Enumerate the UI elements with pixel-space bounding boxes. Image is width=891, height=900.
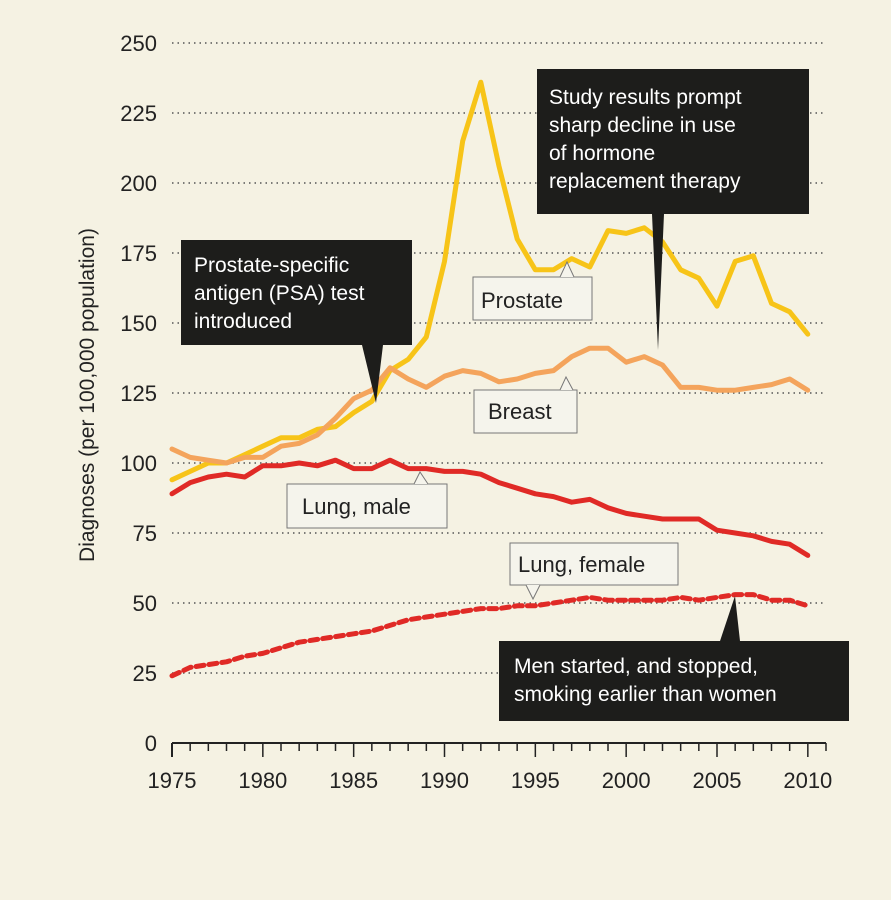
y-tick-labels: 0 25 50 75 100 125 150 175 200 225 250 [120, 31, 157, 756]
y-tick-25: 25 [133, 661, 157, 686]
y-tick-0: 0 [145, 731, 157, 756]
label-breast: Breast [473, 375, 578, 434]
callout-psa-line-3: introduced [194, 310, 292, 333]
y-tick-125: 125 [120, 381, 157, 406]
series-line-lung-female [169, 592, 811, 679]
x-tick-1980: 1980 [238, 768, 287, 793]
callout-smoking-line-1: Men started, and stopped, [514, 655, 758, 678]
y-tick-150: 150 [120, 311, 157, 336]
label-breast-text: Breast [488, 399, 552, 424]
y-tick-225: 225 [120, 101, 157, 126]
callout-hrt-line-1: Study results prompt [549, 86, 742, 109]
y-tick-50: 50 [133, 591, 157, 616]
label-lung-female-text: Lung, female [518, 552, 645, 577]
x-tick-1995: 1995 [511, 768, 560, 793]
y-tick-200: 200 [120, 171, 157, 196]
label-lung-female: Lung, female [509, 542, 679, 601]
label-prostate: Prostate [472, 260, 593, 321]
callout-psa-line-1: Prostate-specific [194, 254, 349, 277]
label-lung-male-text: Lung, male [302, 494, 411, 519]
callout-psa-line-2: antigen (PSA) test [194, 282, 365, 305]
series-line-prostate [169, 79, 811, 483]
x-axis: 1975 1980 1985 1990 1995 2000 2005 2010 [148, 742, 832, 793]
label-prostate-text: Prostate [481, 288, 563, 313]
callout-psa: Prostate-specific antigen (PSA) test int… [181, 240, 412, 403]
x-tick-2005: 2005 [693, 768, 742, 793]
x-tick-1975: 1975 [148, 768, 197, 793]
callout-hrt: Study results prompt sharp decline in us… [537, 69, 809, 350]
x-tick-2010: 2010 [783, 768, 832, 793]
y-tick-175: 175 [120, 241, 157, 266]
callout-hrt-line-4: replacement therapy [549, 170, 741, 193]
callout-smoking-line-2: smoking earlier than women [514, 683, 777, 706]
y-axis-label: Diagnoses (per 100,000 population) [76, 228, 99, 562]
callout-smoking: Men started, and stopped, smoking earlie… [499, 596, 849, 721]
y-tick-100: 100 [120, 451, 157, 476]
callout-hrt-line-3: of hormone [549, 142, 655, 165]
series-lines [169, 79, 811, 679]
y-tick-250: 250 [120, 31, 157, 56]
x-tick-1985: 1985 [329, 768, 378, 793]
label-lung-male: Lung, male [286, 471, 448, 529]
y-tick-75: 75 [133, 521, 157, 546]
series-line-lung-male [169, 457, 811, 558]
callout-hrt-line-2: sharp decline in use [549, 114, 736, 137]
series-line-breast [169, 345, 811, 466]
x-tick-2000: 2000 [602, 768, 651, 793]
x-tick-1990: 1990 [420, 768, 469, 793]
